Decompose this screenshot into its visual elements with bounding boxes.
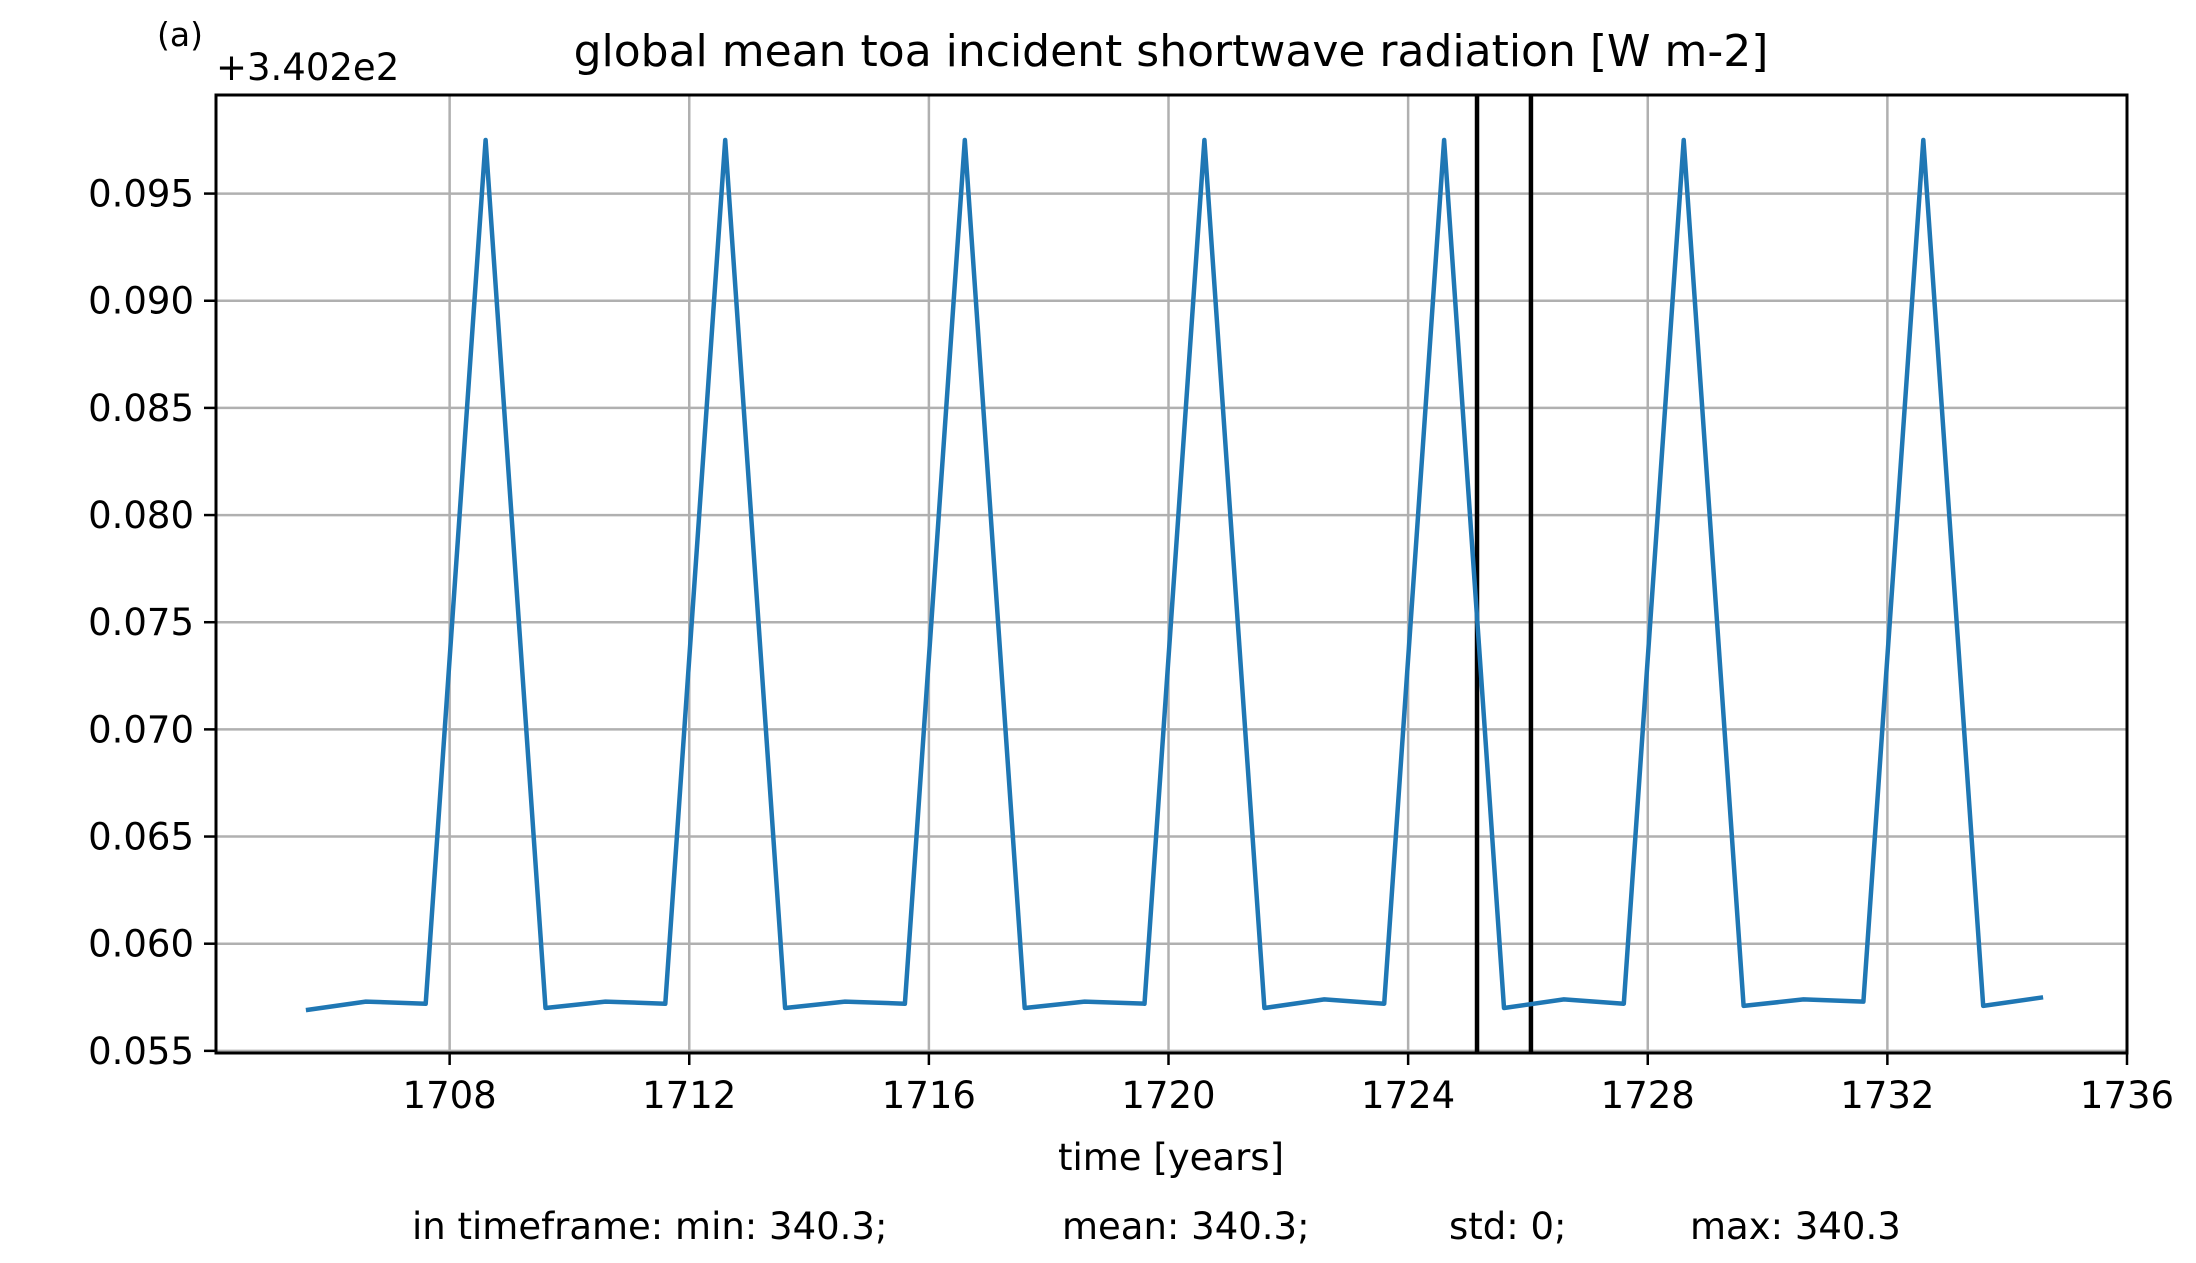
y-tick-label: 0.075 <box>88 601 194 644</box>
x-tick-label: 1728 <box>1601 1074 1695 1117</box>
x-tick-label: 1708 <box>403 1074 497 1117</box>
y-tick-label: 0.055 <box>88 1030 194 1073</box>
y-tick-label: 0.060 <box>88 923 194 966</box>
x-tick-label: 1712 <box>642 1074 736 1117</box>
stat-max: max: 340.3 <box>1690 1205 1901 1248</box>
y-tick-label: 0.090 <box>88 280 194 323</box>
stat-mean: mean: 340.3; <box>1062 1205 1310 1248</box>
y-tick-label: 0.080 <box>88 494 194 537</box>
panel-label: (a) <box>157 15 203 54</box>
series-line <box>305 137 2044 1013</box>
marker-lines <box>1474 95 1534 1053</box>
y-tick-label: 0.065 <box>88 816 194 859</box>
x-tick-label: 1736 <box>2080 1074 2174 1117</box>
series-layer <box>305 137 2044 1013</box>
ticks: 1708 1712 1716 1720 1724 1728 1732 1736 0.055 0.0… <box>88 173 2174 1117</box>
x-tick-label: 1720 <box>1121 1074 1215 1117</box>
offset-label: +3.402e2 <box>216 46 399 89</box>
chart-title: global mean toa incident shortwave radia… <box>574 26 1769 77</box>
y-tick-label: 0.095 <box>88 173 194 216</box>
y-tick-label: 0.070 <box>88 708 194 751</box>
y-tick-label: 0.085 <box>88 387 194 430</box>
stat-min: in timeframe: min: 340.3; <box>412 1205 888 1248</box>
x-tick-label: 1724 <box>1361 1074 1455 1117</box>
grid-lines <box>216 95 2127 1053</box>
x-axis-label: time [years] <box>1058 1136 1284 1179</box>
x-tick-label: 1716 <box>882 1074 976 1117</box>
x-tick-label: 1732 <box>1840 1074 1934 1117</box>
stat-std: std: 0; <box>1449 1205 1567 1248</box>
plot-frame <box>214 93 2129 1055</box>
